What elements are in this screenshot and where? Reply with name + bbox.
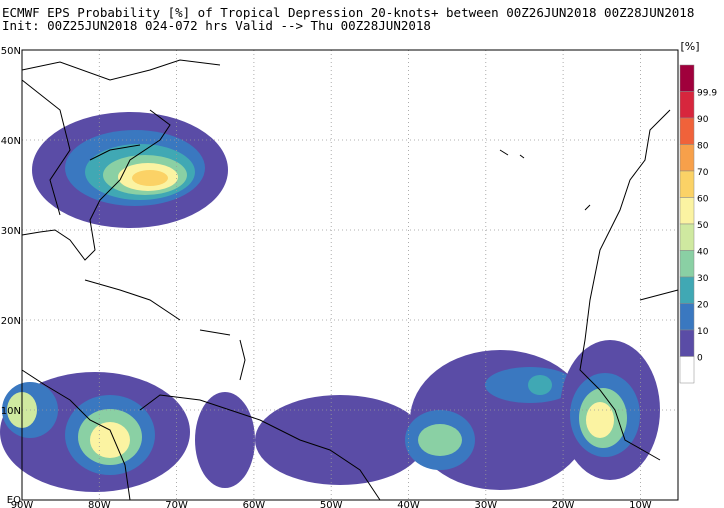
- subtitle: Init: 00Z25JUN2018 024-072 hrs Valid -->…: [2, 18, 431, 33]
- lat-label: 40N: [1, 136, 21, 147]
- colorbar-swatch: [679, 64, 695, 92]
- lon-label: 90W: [11, 500, 34, 508]
- colorbar-swatch: [679, 117, 695, 145]
- title: ECMWF EPS Probability [%] of Tropical De…: [2, 5, 694, 20]
- colorbar-label: 20: [697, 301, 709, 311]
- lon-label: 50W: [320, 500, 343, 508]
- colorbar-swatch: [679, 91, 695, 119]
- lat-label: 50N: [1, 46, 21, 57]
- colorbar-label: 50: [697, 221, 709, 231]
- lon-label: 80W: [88, 500, 111, 508]
- colorbar-label: 70: [697, 168, 709, 178]
- colorbar-label: 90: [697, 115, 709, 125]
- lon-label: 40W: [397, 500, 420, 508]
- lat-label: 30N: [1, 226, 21, 237]
- colorbar-swatch: [679, 276, 695, 304]
- lat-label: 10N: [1, 406, 21, 417]
- colorbar-label: 40: [697, 248, 709, 258]
- lon-label: 60W: [243, 500, 266, 508]
- colorbar-label: 80: [697, 142, 709, 152]
- colorbar-label: 0: [697, 354, 703, 364]
- lon-label: 20W: [552, 500, 575, 508]
- lat-label: EQ: [7, 495, 21, 506]
- colorbar-swatch: [679, 303, 695, 331]
- colorbar-swatch: [679, 329, 695, 357]
- colorbar-swatch: [679, 356, 695, 384]
- colorbar-swatch: [679, 250, 695, 278]
- colorbar-swatch: [679, 223, 695, 251]
- colorbar-unit: [%]: [680, 40, 699, 53]
- map-frame: [21, 49, 679, 501]
- graticule: [22, 50, 678, 500]
- colorbar-swatch: [679, 170, 695, 198]
- coastlines: [21, 59, 679, 501]
- colorbar-label: 10: [697, 327, 709, 337]
- lon-label: 70W: [165, 500, 188, 508]
- lon-label: 30W: [474, 500, 497, 508]
- colorbar-label: 60: [697, 195, 709, 205]
- colorbar-label: 99.9: [697, 89, 717, 99]
- colorbar-swatch: [679, 144, 695, 172]
- lat-label: 20N: [1, 316, 21, 327]
- lon-label: 10W: [629, 500, 652, 508]
- colorbar: 99.9 90 80 70 60 50 40 30 20 10 0: [679, 64, 717, 384]
- colorbar-label: 30: [697, 274, 709, 284]
- colorbar-swatch: [679, 197, 695, 225]
- probability-field: [0, 112, 660, 492]
